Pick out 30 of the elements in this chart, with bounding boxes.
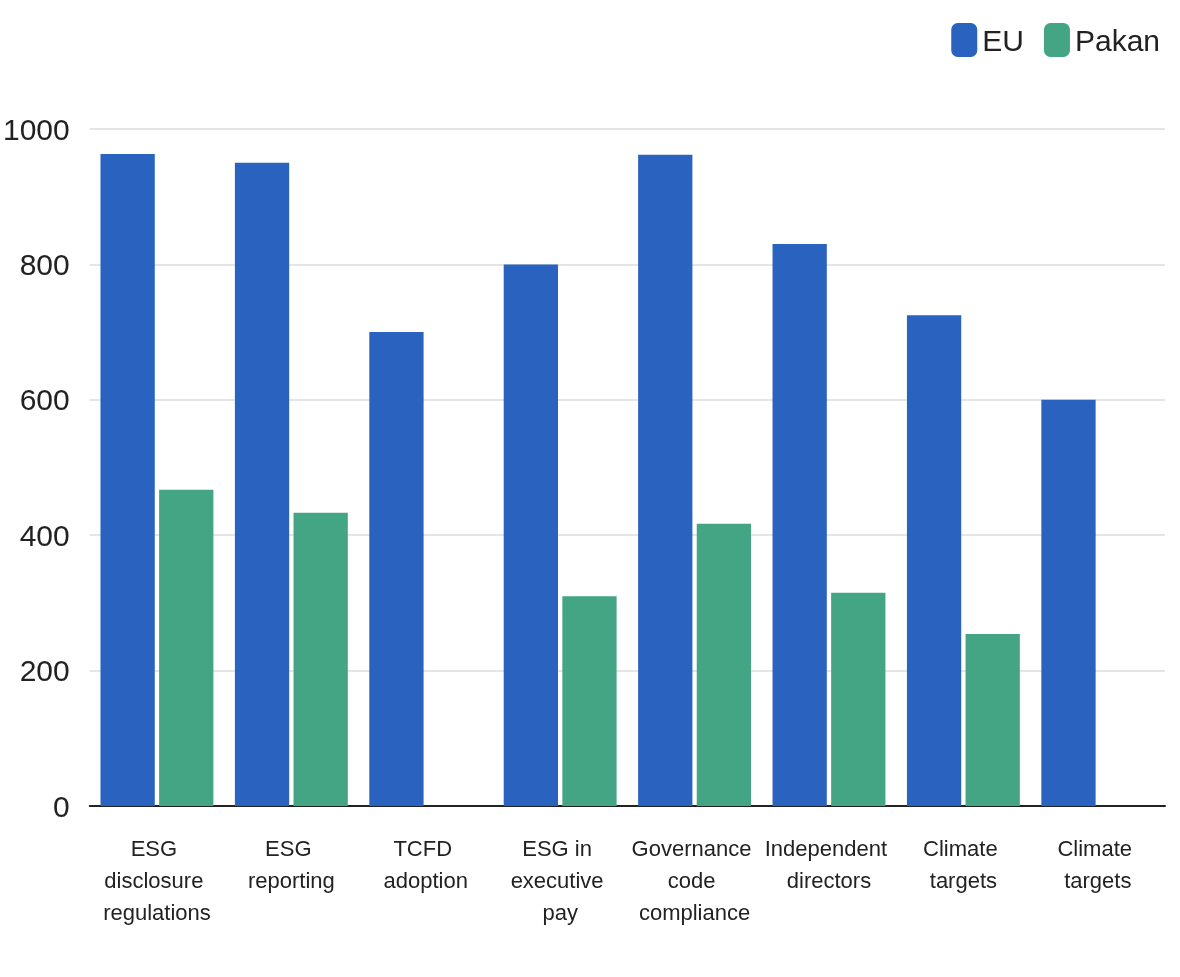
- y-tick-label: 400: [19, 518, 70, 552]
- bar: [100, 154, 155, 806]
- x-tick-label: ESG disclosure regulations: [103, 835, 211, 925]
- bar: [369, 332, 424, 806]
- bar: [906, 315, 962, 806]
- x-tick-label: ESG reporting: [247, 835, 335, 893]
- bar: [965, 634, 1020, 806]
- x-tick-label: TCFD adoption: [383, 835, 468, 893]
- x-tick-label: Governance code compliance: [631, 835, 758, 925]
- y-tick-label: 0: [53, 789, 70, 823]
- bar: [638, 154, 693, 806]
- bar: [562, 596, 617, 806]
- bar: [234, 162, 290, 806]
- bar: [1041, 399, 1096, 806]
- x-tick-label: Climate targets: [923, 835, 1004, 893]
- y-tick-label: 1000: [2, 112, 70, 146]
- bar: [831, 592, 886, 806]
- y-tick-label: 200: [19, 654, 70, 688]
- bar: [772, 244, 827, 806]
- bar: [696, 523, 752, 806]
- x-tick-label: Independent directors: [764, 835, 894, 893]
- legend-label: EU: [982, 23, 1024, 57]
- legend-label: Pakan: [1074, 23, 1161, 57]
- bar: [159, 489, 214, 806]
- x-tick-label: ESG in executive pay: [510, 835, 610, 925]
- bar: [503, 264, 558, 806]
- y-tick-label: 800: [19, 247, 70, 281]
- y-tick-label: 600: [19, 383, 70, 417]
- x-tick-label: Climate targets: [1057, 835, 1139, 893]
- bar: [293, 512, 348, 806]
